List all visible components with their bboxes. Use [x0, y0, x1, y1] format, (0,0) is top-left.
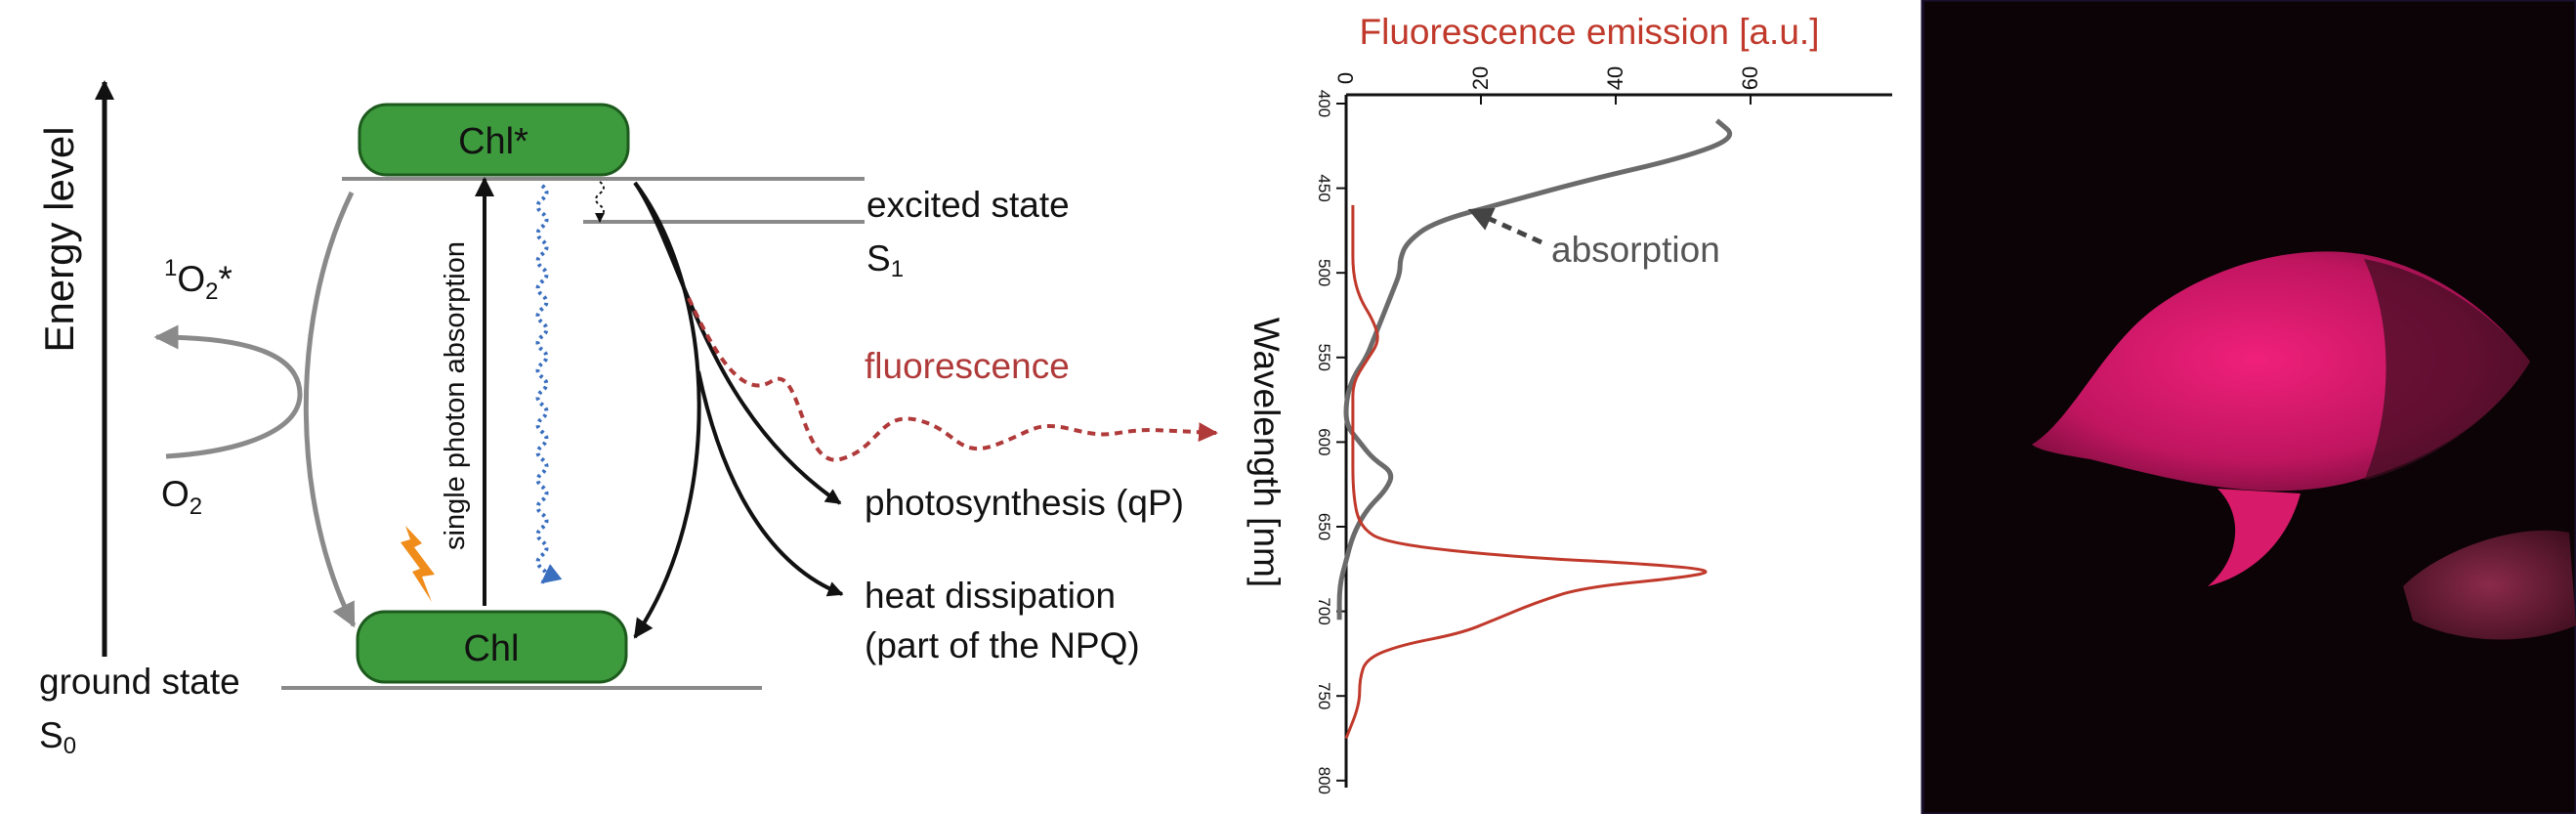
- x-ticks: 0 20 40 60: [1333, 66, 1762, 105]
- ground-state-label: ground state: [39, 662, 240, 702]
- absorption-label: single photon absorption: [440, 241, 471, 550]
- heat-dissipation-arrow: [697, 370, 844, 597]
- s0-label: S0: [39, 715, 76, 759]
- energy-axis-label: Energy level: [36, 126, 82, 352]
- quench-curve-arrow: [303, 191, 357, 628]
- vibrational-relaxation-arrow: [595, 181, 605, 223]
- jablonski-diagram: Energy level Chl* Chl excited state S1 g…: [36, 80, 1218, 759]
- x-tick-label: 60: [1738, 66, 1762, 90]
- y-tick-label: 700: [1315, 597, 1333, 624]
- singlet-oxygen-label: 1O2*: [164, 255, 232, 305]
- background-leaf: [2403, 530, 2576, 640]
- leaf-shade: [2364, 259, 2530, 481]
- oxygen-conversion-arrow: [153, 324, 303, 459]
- photo-frame: [1921, 0, 2576, 814]
- ground-chl-label: Chl: [463, 628, 519, 669]
- absorption-annotation: absorption: [1551, 230, 1720, 270]
- y-ticks: 400 450 500 550 600 650 700 750 800: [1315, 90, 1346, 794]
- excited-state-label: excited state: [866, 185, 1070, 225]
- y-tick-label: 500: [1315, 259, 1333, 286]
- ground-chl-box: [356, 610, 628, 684]
- x-tick-label: 0: [1333, 72, 1358, 84]
- fluorescence-series-line: [1344, 204, 1708, 740]
- internal-conversion-wavy-arrow: [535, 184, 563, 584]
- leaf-fluorescence-photo: [1921, 0, 2576, 814]
- fluorescence-wavy-arrow: [687, 297, 1218, 462]
- y-tick-label: 650: [1315, 513, 1333, 540]
- y-tick-label: 800: [1315, 767, 1333, 794]
- oxygen-label: O2: [161, 474, 202, 520]
- x-tick-label: 20: [1468, 66, 1493, 90]
- lightning-icon: [401, 526, 435, 602]
- fluorescence-label: fluorescence: [865, 346, 1070, 386]
- x-tick-label: 40: [1603, 66, 1627, 90]
- excited-chl-label: Chl*: [458, 121, 528, 162]
- chart-y-axis-label: Wavelength [nm]: [1246, 318, 1287, 587]
- chart-title: Fluorescence emission [a.u.]: [1360, 12, 1820, 52]
- spectrum-chart: Fluorescence emission [a.u.] 0 20 40 60 400…: [1246, 12, 1892, 794]
- y-tick-label: 600: [1315, 428, 1333, 455]
- heat-dissipation-label: heat dissipation: [865, 576, 1116, 616]
- y-tick-label: 450: [1315, 174, 1333, 201]
- y-tick-label: 400: [1315, 90, 1333, 117]
- y-tick-label: 750: [1315, 682, 1333, 709]
- photosynthesis-arrow: [633, 181, 842, 505]
- y-tick-label: 550: [1315, 344, 1333, 371]
- decay-to-ground-arrow: [633, 181, 701, 639]
- photosynthesis-label: photosynthesis (qP): [865, 483, 1184, 523]
- absorption-annotation-arrow: [1467, 207, 1543, 245]
- leaf-lobe: [2208, 489, 2301, 586]
- heat-dissipation-sublabel: (part of the NPQ): [865, 625, 1140, 665]
- s1-label: S1: [866, 238, 904, 282]
- absorption-series-line: [1336, 118, 1733, 621]
- excited-chl-box: [358, 103, 630, 177]
